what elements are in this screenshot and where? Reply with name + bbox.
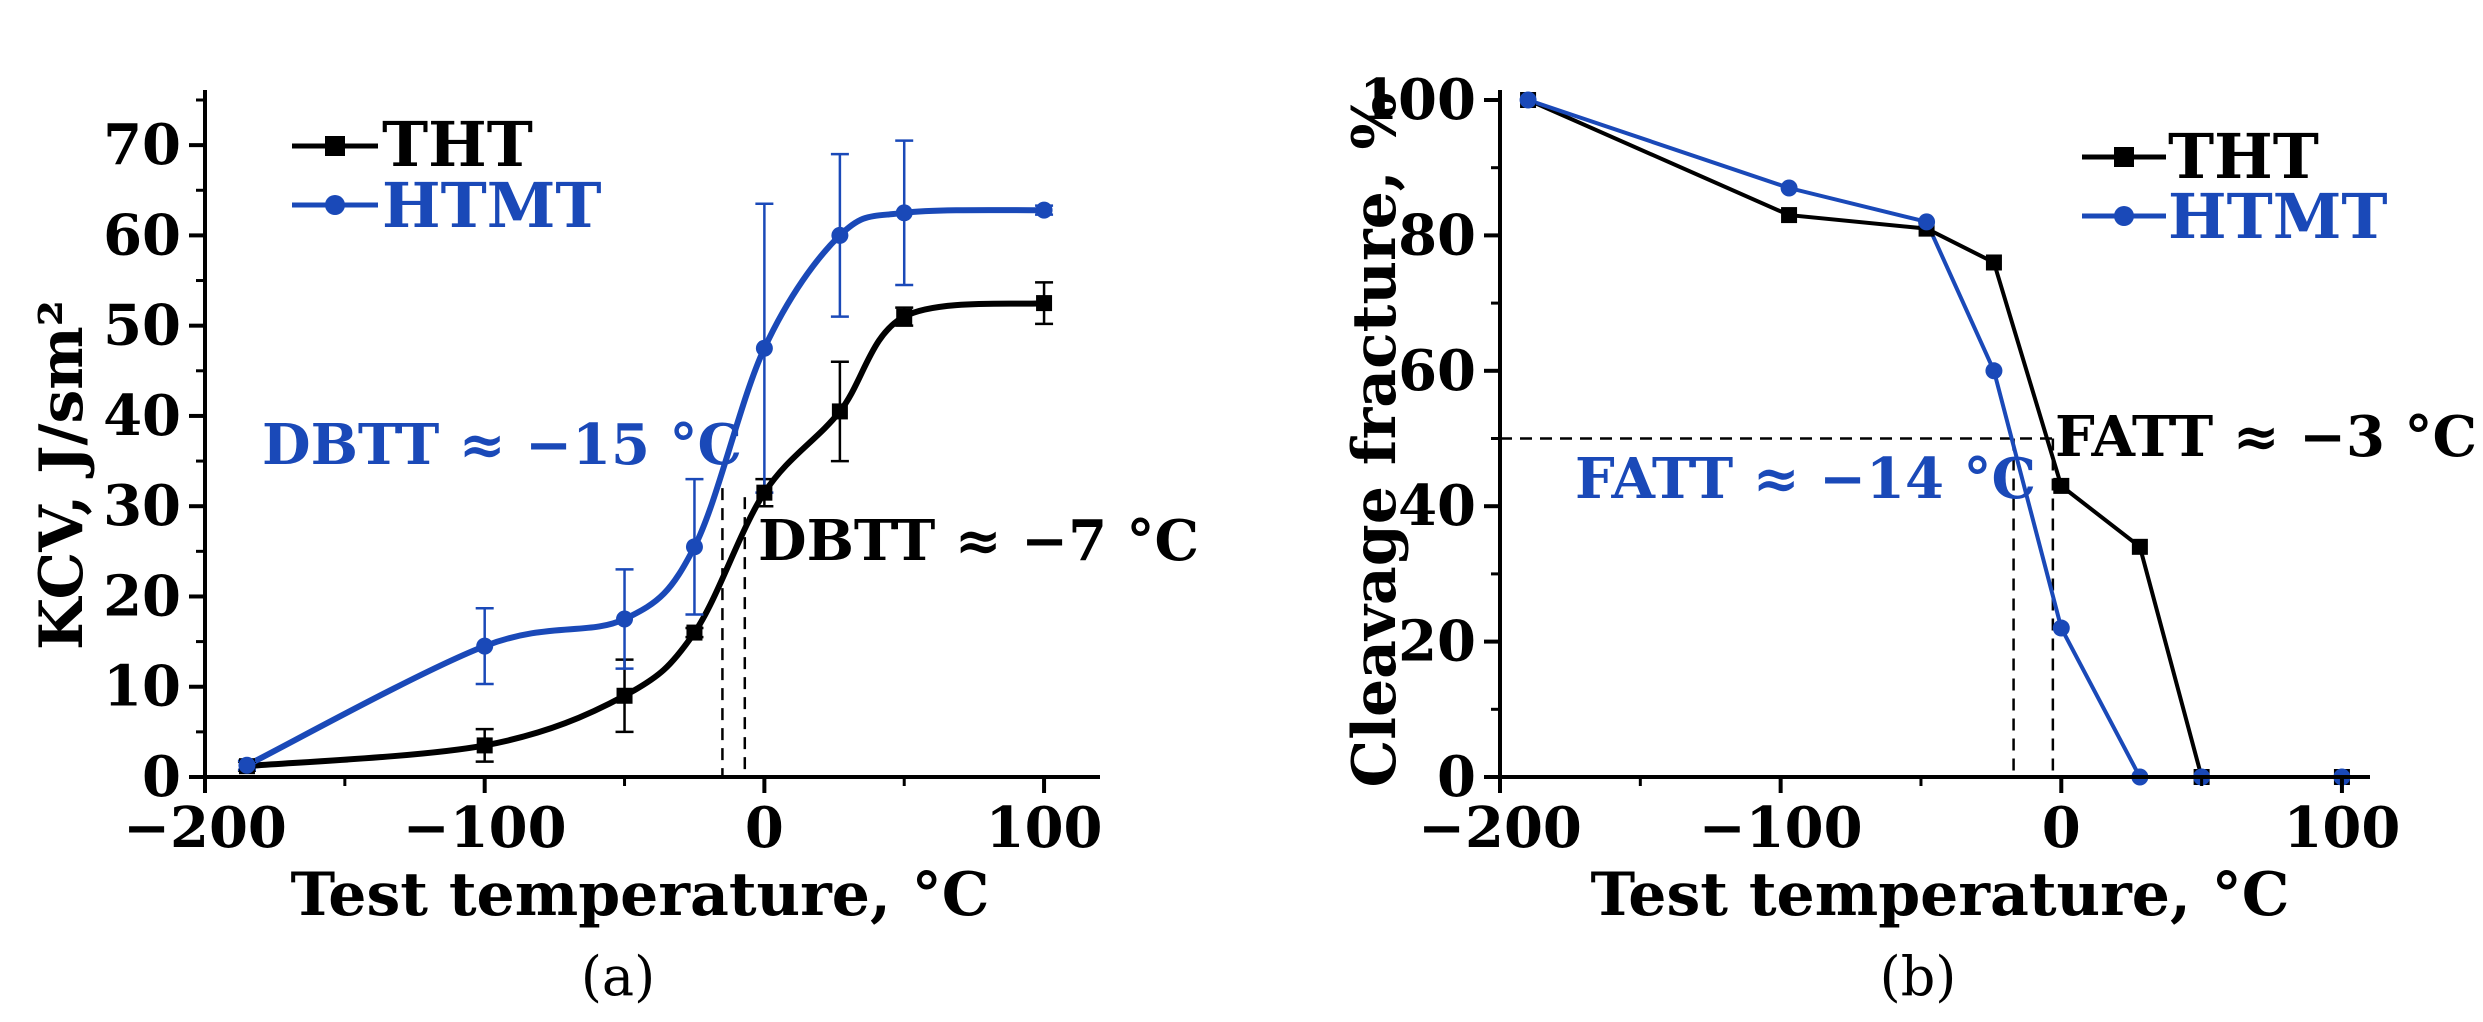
y-tick-label: 60 bbox=[103, 202, 181, 268]
y-tick-label: 0 bbox=[142, 744, 181, 810]
x-tick-label: −100 bbox=[403, 795, 567, 861]
data-point-tht bbox=[1036, 295, 1053, 312]
data-point-htmt bbox=[1985, 362, 2003, 380]
panel-label-a: (a) bbox=[581, 945, 655, 1008]
chart-panel-a: −200 −100 0 100 0 10 20 30 40 50 60 70 KCV, J/sm² T… bbox=[27, 90, 1199, 1008]
data-point-htmt bbox=[1519, 91, 1537, 109]
legend-a: THT HTMT bbox=[292, 108, 601, 242]
x-tick-label: −200 bbox=[1418, 795, 1582, 861]
data-point-htmt bbox=[1918, 213, 1936, 231]
annotation-dashed-lines-a bbox=[721, 488, 747, 777]
annotation-dbtt-htmt: DBTT ≈ −15 °C bbox=[262, 412, 742, 478]
ticks-b: −200 −100 0 100 0 20 40 60 80 100 bbox=[1359, 67, 2400, 861]
y-tick-label: 70 bbox=[103, 112, 181, 178]
legend-marker-htmt-a bbox=[325, 195, 345, 215]
data-point-htmt bbox=[238, 756, 256, 774]
x-tick-label: 100 bbox=[2283, 795, 2400, 861]
annotation-fatt-htmt: FATT ≈ −14 °C bbox=[1575, 446, 2036, 512]
legend-b: THT HTMT bbox=[2082, 120, 2387, 253]
data-point-htmt bbox=[1780, 179, 1798, 197]
annotation-dashed-lines-b bbox=[1500, 437, 2055, 777]
ticks-a: −200 −100 0 100 0 10 20 30 40 50 60 70 bbox=[103, 98, 1103, 861]
data-point-tht bbox=[686, 624, 703, 641]
legend-label-htmt-a: HTMT bbox=[382, 169, 601, 242]
data-point-tht bbox=[476, 737, 493, 754]
y-tick-label: 30 bbox=[103, 473, 181, 539]
y-tick-label: 40 bbox=[103, 383, 181, 449]
data-point-htmt bbox=[685, 538, 703, 556]
y-axis-title-b: Cleavage fracture, % bbox=[1340, 92, 1410, 787]
y-tick-label: 20 bbox=[1398, 609, 1476, 675]
panel-label-b: (b) bbox=[1880, 945, 1957, 1008]
x-tick-label: 100 bbox=[986, 795, 1103, 861]
series-line-tht bbox=[1527, 98, 2342, 779]
chart-panel-b: −200 −100 0 100 0 20 40 60 80 100 Cleavage fractu… bbox=[1340, 67, 2477, 1008]
data-point-htmt bbox=[616, 610, 634, 628]
y-axis-title-a: KCV, J/sm² bbox=[27, 300, 97, 650]
y-tick-label: 40 bbox=[1398, 473, 1476, 539]
data-point-htmt bbox=[1035, 201, 1053, 219]
legend-label-tht-b: THT bbox=[2168, 120, 2319, 193]
data-point-tht bbox=[2053, 477, 2070, 494]
data-point-tht bbox=[831, 403, 848, 420]
data-point-htmt bbox=[476, 637, 494, 655]
data-point-tht bbox=[756, 484, 773, 501]
legend-marker-htmt-b bbox=[2114, 206, 2134, 226]
legend-marker-tht-b bbox=[2114, 147, 2134, 167]
legend-label-htmt-b: HTMT bbox=[2168, 180, 2387, 253]
y-tick-label: 20 bbox=[103, 563, 181, 629]
annotation-fatt-tht: FATT ≈ −3 °C bbox=[2055, 404, 2477, 470]
data-point-htmt bbox=[831, 226, 849, 244]
y-tick-label: 100 bbox=[1359, 67, 1476, 133]
y-tick-label: 50 bbox=[103, 293, 181, 359]
legend-label-tht-a: THT bbox=[382, 108, 533, 181]
y-tick-label: 60 bbox=[1398, 338, 1476, 404]
data-point-tht bbox=[2131, 538, 2148, 555]
y-tick-label: 0 bbox=[1437, 744, 1476, 810]
data-point-tht bbox=[896, 308, 913, 325]
annotation-dbtt-tht: DBTT ≈ −7 °C bbox=[758, 508, 1199, 574]
x-tick-label: −100 bbox=[1699, 795, 1863, 861]
x-axis-title-b: Test temperature, °C bbox=[1591, 860, 2290, 930]
data-point-htmt bbox=[755, 339, 773, 357]
x-tick-label: 0 bbox=[2042, 795, 2081, 861]
data-point-htmt bbox=[2052, 619, 2070, 637]
series-curves-a bbox=[245, 207, 1045, 770]
data-point-htmt bbox=[895, 204, 913, 222]
x-tick-label: −200 bbox=[123, 795, 287, 861]
data-markers-b bbox=[1519, 91, 2351, 786]
data-markers-a bbox=[238, 201, 1053, 775]
axes-b bbox=[1498, 90, 2370, 779]
y-tick-label: 10 bbox=[103, 654, 181, 720]
x-tick-label: 0 bbox=[745, 795, 784, 861]
series-line-htmt bbox=[245, 207, 1045, 768]
data-point-tht bbox=[1985, 254, 2002, 271]
data-point-tht bbox=[1781, 207, 1798, 224]
axes-a bbox=[203, 90, 1100, 779]
x-axis-title-a: Test temperature, °C bbox=[291, 860, 990, 930]
data-point-tht bbox=[616, 687, 633, 704]
legend-marker-tht-a bbox=[325, 136, 345, 156]
y-tick-label: 80 bbox=[1398, 202, 1476, 268]
